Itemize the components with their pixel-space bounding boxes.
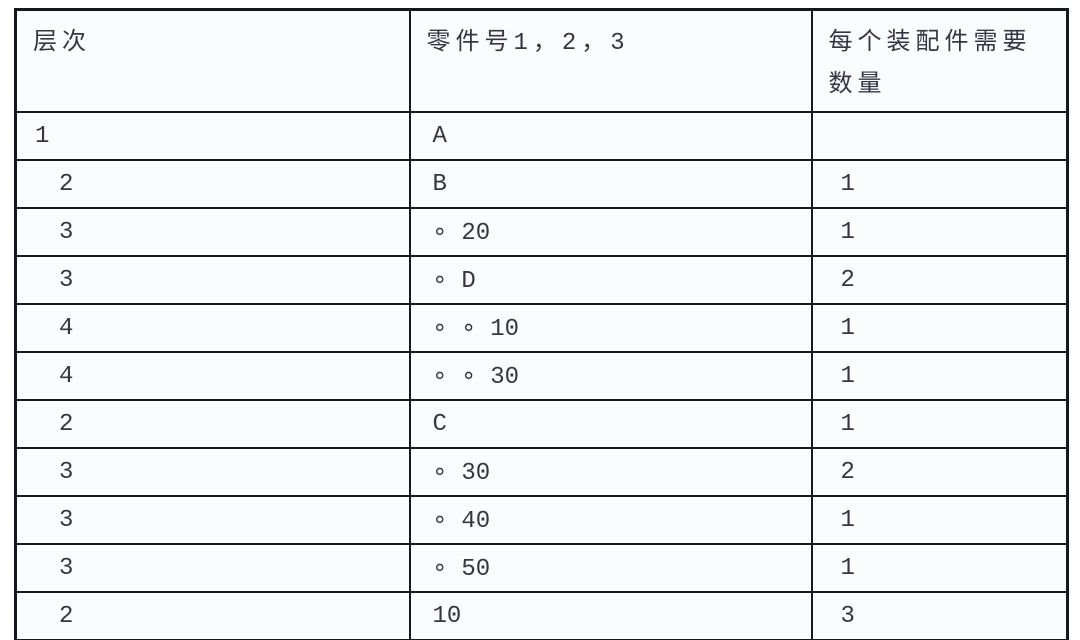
level-cell: 3 <box>14 255 411 305</box>
col-header-level-label: 层次 <box>33 30 91 57</box>
qty-cell: 3 <box>810 591 1069 640</box>
part-cell: ∘ 20 <box>408 207 813 257</box>
table-body: 1 A 2 B 1 3 ∘ 20 1 3 ∘ D 2 4 ∘ ∘ 10 1 4 ∘ ∘ 30 1 2 C 1 3 ∘ 30… <box>14 111 1069 640</box>
part-cell: ∘ ∘ 10 <box>408 303 813 353</box>
table-row: 3 ∘ 20 1 <box>14 207 1069 257</box>
header-row: 层次 零件号1，2，3 每个装配件需要 数量 <box>14 8 1069 113</box>
part-cell: ∘ D <box>408 255 813 305</box>
part-cell: ∘ 50 <box>408 543 813 593</box>
level-cell: 4 <box>14 303 411 353</box>
table-row: 3 ∘ 50 1 <box>14 543 1069 593</box>
part-cell: A <box>408 111 813 161</box>
level-cell: 4 <box>14 351 411 401</box>
qty-cell: 1 <box>810 543 1069 593</box>
qty-cell: 1 <box>810 303 1069 353</box>
part-cell: ∘ ∘ 30 <box>408 351 813 401</box>
part-cell: ∘ 40 <box>408 495 813 545</box>
level-cell: 3 <box>14 495 411 545</box>
table-row: 2 10 3 <box>14 591 1069 640</box>
qty-cell: 1 <box>810 207 1069 257</box>
col-header-part-label: 零件号1，2，3 <box>426 30 630 57</box>
level-cell: 2 <box>14 399 411 449</box>
level-cell: 2 <box>14 159 411 209</box>
col-header-qty-label-line2: 数量 <box>828 72 887 99</box>
level-cell: 2 <box>14 591 411 640</box>
part-cell: 10 <box>408 591 813 640</box>
col-header-qty: 每个装配件需要 数量 <box>810 8 1069 113</box>
part-cell: B <box>408 159 813 209</box>
qty-cell: 2 <box>810 255 1069 305</box>
col-header-level: 层次 <box>14 8 411 113</box>
qty-cell: 2 <box>810 447 1069 497</box>
col-header-part: 零件号1，2，3 <box>408 8 813 113</box>
qty-cell <box>810 111 1069 161</box>
table-row: 4 ∘ ∘ 30 1 <box>14 351 1069 401</box>
table-row: 4 ∘ ∘ 10 1 <box>14 303 1069 353</box>
level-cell: 3 <box>14 207 411 257</box>
col-header-qty-label-line1: 每个装配件需要 <box>828 30 1032 57</box>
qty-cell: 1 <box>810 495 1069 545</box>
table-row: 3 ∘ 30 2 <box>14 447 1069 497</box>
level-cell: 1 <box>14 111 411 161</box>
qty-cell: 1 <box>810 351 1069 401</box>
level-cell: 3 <box>14 447 411 497</box>
qty-cell: 1 <box>810 399 1069 449</box>
level-cell: 3 <box>14 543 411 593</box>
table-header: 层次 零件号1，2，3 每个装配件需要 数量 <box>14 8 1069 113</box>
qty-cell: 1 <box>810 159 1069 209</box>
part-cell: C <box>408 399 813 449</box>
part-cell: ∘ 30 <box>408 447 813 497</box>
table-row: 3 ∘ 40 1 <box>14 495 1069 545</box>
